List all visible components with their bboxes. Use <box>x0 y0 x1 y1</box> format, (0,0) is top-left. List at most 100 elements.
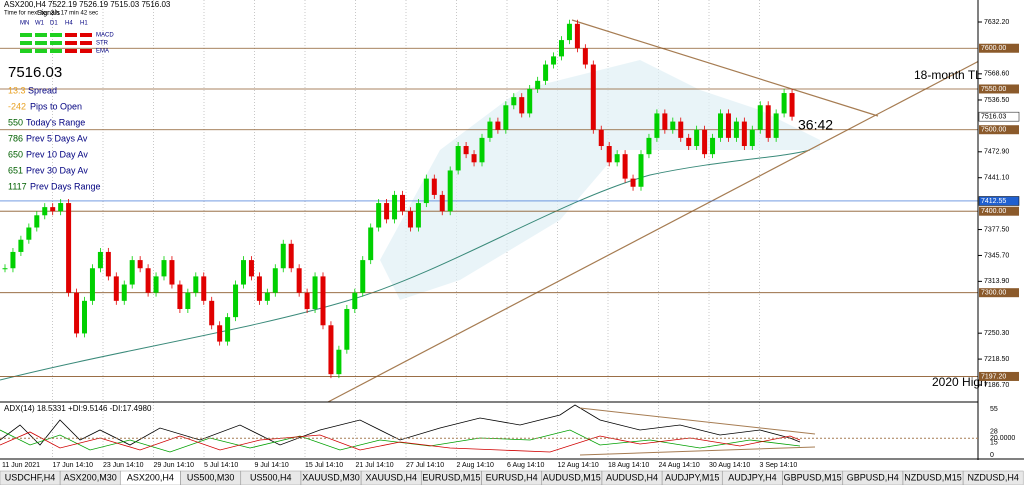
candle <box>264 292 270 301</box>
candle <box>718 113 723 138</box>
candle <box>10 251 16 269</box>
tab-label[interactable]: AUDUSD,H4 <box>606 472 658 482</box>
signal <box>65 41 77 45</box>
adx-panel <box>0 404 978 456</box>
candle <box>312 276 318 309</box>
x-tick-label: 30 Aug 14:10 <box>709 462 750 469</box>
level-tag <box>979 84 1019 94</box>
symbol-line: ASX200,H4 7522.19 7526.19 7515.03 7516.0… <box>4 0 171 9</box>
candle <box>400 194 405 212</box>
candle <box>2 268 8 270</box>
level-tag <box>979 43 1019 53</box>
current-tag <box>978 111 1020 122</box>
indicator-title: ADX(14) 18.5331 +DI:9.5146 -DI:17.4980 <box>4 404 152 413</box>
support-label: 7412.55 <box>981 198 1006 205</box>
candle <box>431 178 437 195</box>
candle <box>320 276 326 326</box>
price-plot <box>0 19 978 379</box>
candle <box>328 325 334 375</box>
candle <box>638 154 644 187</box>
candle <box>574 23 580 49</box>
indicator-name: STR <box>96 41 109 47</box>
tab-label[interactable]: ASX200,M30 <box>64 472 117 482</box>
y-tick-label: 20.0000 <box>990 435 1015 442</box>
candle <box>121 284 127 301</box>
candle <box>233 284 239 318</box>
y-tick-label: 7250.30 <box>984 330 1009 337</box>
level-label: 7550.00 <box>981 86 1006 93</box>
current-price: 7516.03 <box>8 64 62 81</box>
candle <box>789 93 795 117</box>
trend-line <box>327 49 1001 403</box>
candle <box>781 93 787 114</box>
candle <box>733 121 739 138</box>
tab-label[interactable]: AUDJPY,M15 <box>665 472 719 482</box>
tab-label[interactable]: EURUSD,M15 <box>422 472 480 482</box>
adx-line <box>0 404 801 446</box>
candle <box>18 239 24 252</box>
tab-label[interactable]: USDCHF,H4 <box>5 472 56 482</box>
candle <box>439 194 445 212</box>
y-tick-label: 15 <box>990 439 998 446</box>
y-tick-label: 7345.70 <box>984 252 1009 259</box>
x-tick-label: 11 Jun 2021 <box>2 462 40 469</box>
x-tick-label: 18 Aug 14:10 <box>608 462 649 469</box>
candle <box>566 23 572 41</box>
signal <box>65 49 77 53</box>
tab-label[interactable]: GBPUSD,M15 <box>784 472 842 482</box>
tab-label[interactable]: ASX200,H4 <box>127 472 174 482</box>
x-tick-label: 29 Jun 14:10 <box>154 462 195 469</box>
candle <box>129 260 135 285</box>
y-tick-label: 7568.60 <box>984 71 1009 78</box>
candle <box>241 260 246 285</box>
x-tick-label: 2 Aug 14:10 <box>457 462 494 469</box>
candle <box>58 203 64 212</box>
tab-label[interactable]: US500,M30 <box>187 472 235 482</box>
tab-label[interactable]: XAUUSD,H4 <box>365 472 417 482</box>
tab-label[interactable]: US500,H4 <box>250 472 292 482</box>
current-label: 7516.03 <box>981 114 1006 121</box>
candle <box>686 137 692 147</box>
candle <box>535 80 541 89</box>
tab-label[interactable]: NZDUSD,H4 <box>967 472 1019 482</box>
tab-label[interactable]: NZDUSD,M15 <box>904 472 962 482</box>
x-tick-label: 9 Jul 14:10 <box>255 462 289 469</box>
signal <box>35 49 47 53</box>
stat-value: 1117 <box>8 181 27 191</box>
tab-label[interactable]: XAUUSD,M30 <box>302 472 360 482</box>
signal <box>35 33 47 37</box>
signal <box>20 33 32 37</box>
signal <box>50 49 62 53</box>
x-tick-label: 24 Aug 14:10 <box>659 462 700 469</box>
tab-label[interactable]: AUDJPY,H4 <box>728 472 776 482</box>
y-tick-label: 55 <box>990 406 998 413</box>
candle <box>288 243 294 269</box>
candle <box>407 211 413 228</box>
candle <box>765 105 771 138</box>
candle <box>248 260 254 277</box>
tab-label[interactable]: EURUSD,H4 <box>486 472 538 482</box>
minus-di <box>0 431 801 453</box>
candle <box>678 121 684 138</box>
trend-line <box>579 446 816 456</box>
candle <box>66 203 72 293</box>
y-tick-label: 0 <box>990 452 994 459</box>
candle <box>471 154 477 163</box>
candle <box>622 154 628 179</box>
tab[interactable] <box>962 470 1024 485</box>
y-tick-label: 28 <box>990 428 998 435</box>
candle <box>296 268 302 293</box>
stat-label: Pips to Open <box>30 101 82 111</box>
candle <box>256 276 262 301</box>
tab-label[interactable]: AUDUSD,M15 <box>543 472 601 482</box>
candle <box>423 178 429 204</box>
candle <box>495 121 501 130</box>
y-tick-label: 7441.10 <box>984 175 1009 182</box>
tab-label[interactable]: GBPUSD,H4 <box>847 472 899 482</box>
level-tag <box>979 206 1019 216</box>
stat-label: Prev Days Range <box>30 181 101 191</box>
candle <box>646 137 652 155</box>
candle <box>702 129 708 155</box>
level-tag <box>979 371 1019 381</box>
candle <box>280 243 286 269</box>
